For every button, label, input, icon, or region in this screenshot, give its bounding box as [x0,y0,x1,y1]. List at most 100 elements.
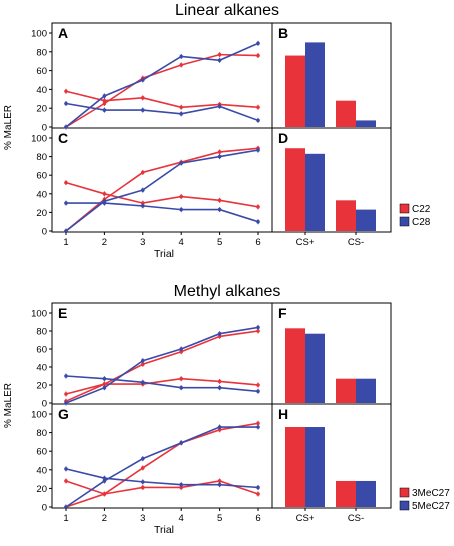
x-axis-label: Trial [154,524,174,536]
y-tick-label: 80 [36,327,47,338]
series-line-C28-CS+ [65,149,259,232]
data-point [102,94,107,98]
x-tick-label: CS+ [296,513,315,524]
data-point [179,207,183,212]
data-point [64,125,68,129]
data-point [217,482,222,487]
data-point [141,204,145,208]
y-tick-label: 100 [31,29,47,40]
y-tick-label: 0 [42,399,47,410]
legend-label: 3MeC27 [412,488,450,499]
data-point [64,89,68,94]
data-point [256,383,260,387]
y-tick-label: 80 [36,428,47,439]
data-point [217,425,222,429]
data-point [102,108,107,112]
y-tick-label: 100 [31,410,47,421]
y-tick-label: 40 [36,465,47,476]
series-line-5MeC27-CS- [65,375,259,393]
bar-C22-CS- [336,200,356,231]
x-tick-label: 1 [63,237,68,248]
data-point [256,389,260,394]
data-point [179,482,183,487]
data-point [64,180,68,185]
data-point [141,170,145,175]
y-tick-label: 60 [36,66,47,77]
data-point [256,492,260,496]
data-point [64,201,68,205]
data-point [64,229,68,233]
panel-letter: G [58,406,69,422]
panel-A: A 0 20 40 60 80 100 [31,25,260,134]
series-line-C28-CS- [66,202,259,223]
data-point [179,105,183,110]
legend-label: 5MeC27 [412,501,450,512]
data-point [64,401,68,405]
panel-F: F [278,305,376,403]
data-point [102,201,107,205]
x-tick-label: 3 [140,513,145,524]
legend-swatch [399,216,410,227]
data-point [217,331,222,336]
y-tick-label: 100 [31,134,47,145]
data-point [179,112,183,116]
data-point [102,376,107,381]
y-tick-label: 100 [31,309,47,320]
data-point [217,154,222,159]
data-point [64,479,68,483]
data-point [102,192,107,196]
bar-5MeC27-CS- [356,378,376,403]
data-point [64,505,68,509]
data-point [217,150,222,154]
x-tick-label: 2 [102,513,107,524]
series-line-C22-CS- [65,181,259,208]
data-point [102,101,107,106]
data-point [217,198,222,203]
data-point [256,325,260,330]
data-point [64,467,68,471]
legend: 3MeC27 5MeC27 [399,487,450,512]
bar-C28-CS+ [305,42,325,127]
legend-swatch [399,487,410,498]
bar-5MeC27-CS+ [305,333,325,403]
x-tick-label: 6 [255,237,260,248]
bar-5MeC27-CS+ [305,427,325,507]
y-tick-label: 40 [36,363,47,374]
panel-letter: H [278,406,288,422]
data-point [141,466,145,470]
data-point [217,479,222,483]
bar-C22-CS- [336,100,356,127]
y-tick-label: 80 [36,47,47,58]
panel-B: B [278,25,376,128]
data-point [256,105,260,110]
data-point [179,385,183,390]
data-point [179,161,183,165]
x-tick-label: 5 [217,513,222,524]
panel-G: G 0 20 40 60 80 100 1 2 3 4 5 6 Trial [31,406,261,536]
data-point [102,479,107,483]
data-point [256,219,260,224]
panel-letter: C [58,130,68,146]
x-tick-label: CS- [348,237,364,248]
series-line-3MeC27-CS+ [65,330,259,402]
y-tick-label: 60 [36,345,47,356]
data-point [256,118,260,123]
data-point [179,485,183,490]
y-tick-label: 60 [36,447,47,458]
data-point [179,63,183,67]
x-tick-label: CS+ [296,237,315,248]
bar-3MeC27-CS+ [285,427,305,507]
y-tick-label: 40 [36,85,47,96]
data-point [256,329,260,333]
data-point [256,485,260,490]
y-tick-label: 20 [36,484,47,495]
data-point [179,194,183,199]
y-tick-label: 80 [36,152,47,163]
data-point [217,379,222,384]
series-line-3MeC27-CS+ [65,422,259,508]
data-point [141,380,145,385]
data-point [141,201,145,205]
panel-D: D CS+ CS- [278,130,376,248]
panel-E: E 0 20 40 60 80 100 [31,305,260,410]
